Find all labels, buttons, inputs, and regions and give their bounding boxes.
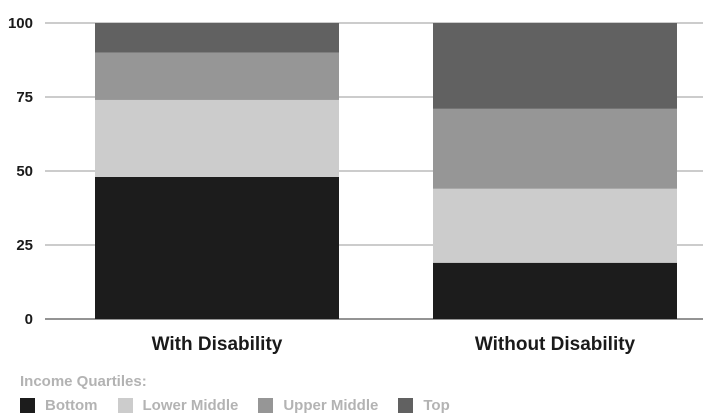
y-tick-label: 100 [8,15,33,32]
legend-item: Lower Middle [117,396,239,414]
legend-swatch [398,397,414,413]
bar-segment-top [433,23,677,109]
bar-segment-bottom [95,176,339,319]
bars [95,23,677,319]
legend-label: Upper Middle [283,396,379,414]
x-category-label: With Disability [152,334,283,355]
y-tick-label: 25 [16,237,33,254]
legend-swatch [258,397,274,413]
legend-label: Top [423,396,450,414]
legend-item: Top [398,396,450,414]
y-tick-label: 50 [16,163,33,180]
legend-title: Income Quartiles: [20,373,147,390]
bar-segment-lower-middle [95,99,339,177]
legend-swatch [117,397,133,413]
bar-segment-upper-middle [433,108,677,189]
bar-segment-bottom [433,262,677,319]
y-tick-label: 0 [25,311,33,328]
y-axis: 0 25 50 75 100 [8,15,33,328]
legend-label: Bottom [45,396,98,414]
x-axis: With Disability Without Disability [152,334,636,355]
legend-label: Lower Middle [142,396,239,414]
legend-item: Bottom [20,397,98,414]
legend-swatch [20,397,35,413]
bar-segment-top [95,23,339,53]
bar-segment-lower-middle [433,188,677,263]
legend-item: Upper Middle [258,397,378,414]
x-category-label: Without Disability [475,334,636,355]
bar-segment-upper-middle [95,52,339,100]
stacked-bar-chart: 0 25 50 75 100 With Disability Without Disabi… [8,15,703,355]
y-tick-label: 75 [16,89,33,106]
legend: Bottom Lower Middle Upper Middle Top [20,396,470,414]
